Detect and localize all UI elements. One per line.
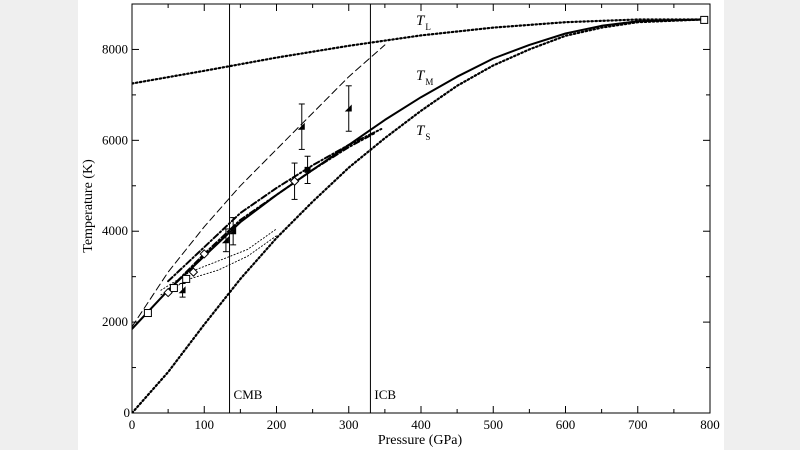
x-tick-label-700: 700 bbox=[628, 417, 648, 432]
x-tick-label-300: 300 bbox=[339, 417, 359, 432]
data-point-triangle-13 bbox=[297, 122, 305, 130]
data-point-diamond-8 bbox=[289, 176, 300, 186]
x-tick-label-0: 0 bbox=[129, 417, 136, 432]
left-margin bbox=[0, 0, 78, 450]
x-tick-label-800: 800 bbox=[700, 417, 720, 432]
data-point-triangle-10 bbox=[178, 286, 186, 294]
data-point-square-filled-9 bbox=[304, 166, 311, 173]
data-point-triangle-14 bbox=[344, 104, 352, 112]
series-label-sub-m: M bbox=[425, 77, 433, 87]
boundary-label-icb: ICB bbox=[374, 387, 396, 402]
y-axis-label: Temperature (K) bbox=[81, 159, 96, 253]
y-tick-label-6000: 6000 bbox=[102, 132, 128, 147]
data-point-triangle-11 bbox=[221, 236, 229, 244]
data-point-square-2 bbox=[169, 284, 178, 293]
x-tick-label-200: 200 bbox=[267, 417, 287, 432]
data-point-diamond-5 bbox=[163, 287, 173, 298]
data-point-triangle-12 bbox=[229, 227, 237, 235]
series-line-1 bbox=[132, 18, 704, 85]
data-point-square-1 bbox=[143, 309, 152, 318]
series-label-sub-l: L bbox=[425, 22, 431, 32]
x-axis-label: Pressure (GPa) bbox=[378, 433, 463, 448]
data-point-diamond-7 bbox=[199, 249, 209, 259]
series-label-sub-s: S bbox=[425, 132, 430, 142]
series-line-3 bbox=[132, 18, 704, 413]
x-tick-label-100: 100 bbox=[195, 417, 215, 432]
series-line-2 bbox=[132, 18, 704, 330]
series-line-8 bbox=[160, 228, 277, 291]
data-point-square-4 bbox=[700, 15, 709, 24]
x-tick-label-400: 400 bbox=[411, 417, 431, 432]
chart-background bbox=[78, 0, 724, 450]
right-margin bbox=[724, 0, 800, 450]
plot-points bbox=[143, 15, 709, 318]
y-tick-label-4000: 4000 bbox=[102, 223, 128, 238]
data-point-square-3 bbox=[182, 274, 191, 283]
x-tick-label-600: 600 bbox=[556, 417, 576, 432]
y-tick-label-2000: 2000 bbox=[102, 314, 128, 329]
series-line-5 bbox=[167, 128, 383, 283]
series-line-4 bbox=[132, 44, 386, 328]
y-tick-label-0: 0 bbox=[124, 405, 131, 420]
data-point-diamond-6 bbox=[188, 267, 199, 277]
boundary-label-cmb: CMB bbox=[234, 387, 263, 402]
x-tick-label-500: 500 bbox=[484, 417, 504, 432]
y-tick-label-8000: 8000 bbox=[102, 41, 128, 56]
series-line-7 bbox=[160, 235, 277, 296]
